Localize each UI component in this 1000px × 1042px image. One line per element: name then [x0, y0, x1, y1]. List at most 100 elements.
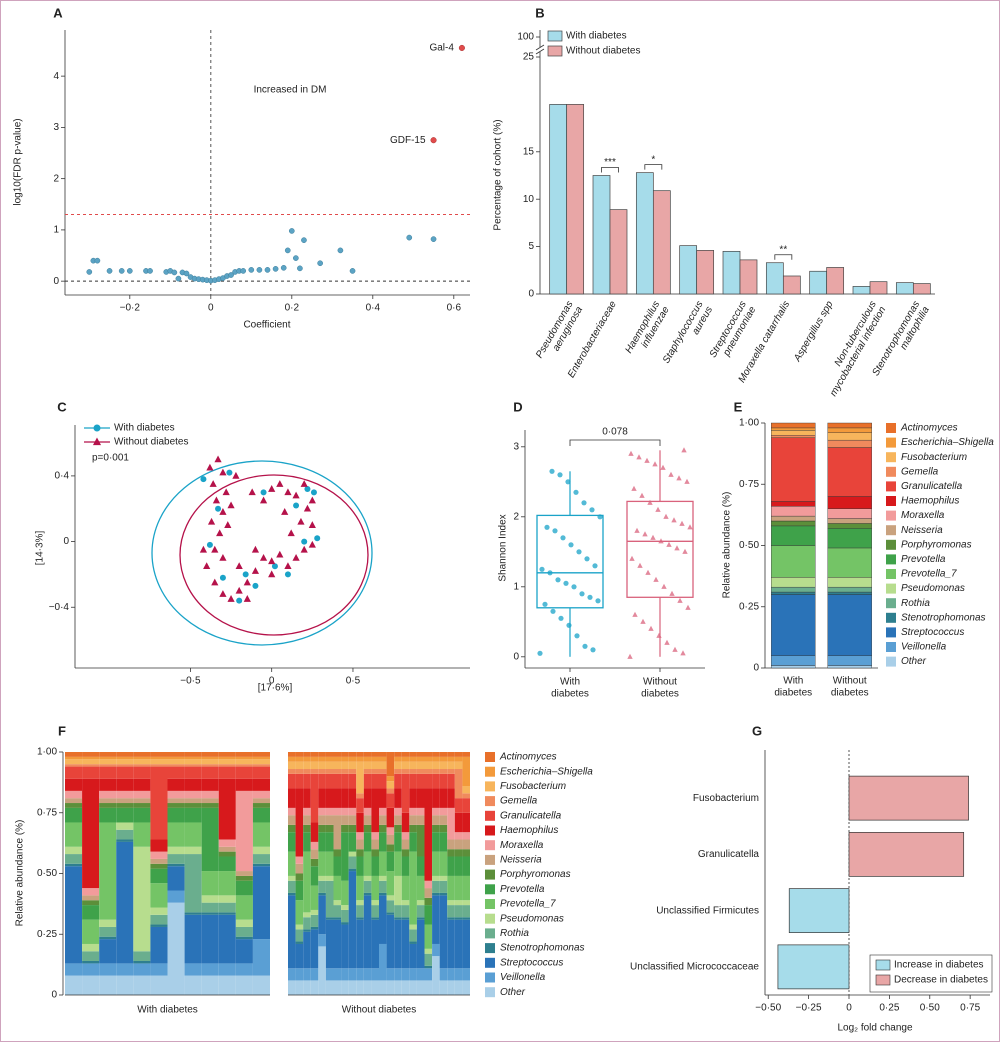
- bar-segment: [379, 807, 387, 816]
- point: [284, 562, 292, 570]
- bar-segment: [356, 919, 364, 969]
- bar-segment: [184, 975, 202, 995]
- bar-segment: [827, 518, 872, 524]
- x-axis-label: Coefficient: [243, 320, 290, 331]
- bar-segment: [401, 849, 410, 857]
- bar-segment: [295, 880, 304, 901]
- bar-segment: [401, 980, 410, 995]
- bar-segment: [65, 803, 83, 808]
- bar-segment: [318, 892, 326, 896]
- bar-segment: [386, 895, 395, 901]
- y-tick-label: 0: [513, 651, 519, 662]
- bar-segment: [133, 798, 151, 804]
- point: [300, 480, 308, 487]
- bar-segment: [82, 895, 100, 901]
- bar-segment: [341, 980, 349, 995]
- bar-segment: [235, 975, 253, 995]
- bar-segment: [65, 759, 83, 765]
- bar-segment: [454, 839, 463, 850]
- legend-label: Haemophilus: [500, 825, 558, 836]
- point: [595, 598, 601, 604]
- y-tick-label: 100: [517, 32, 534, 43]
- point: [679, 520, 685, 526]
- bar-segment: [184, 807, 202, 823]
- y-tick-label: 1: [53, 225, 59, 236]
- bar-segment: [416, 905, 425, 918]
- bar-segment: [288, 824, 296, 833]
- legend-label: Other: [500, 987, 526, 998]
- point: [587, 594, 593, 600]
- point: [647, 499, 653, 505]
- bar-segment: [318, 769, 326, 774]
- bar-segment: [184, 759, 202, 765]
- bar-segment: [218, 839, 236, 847]
- bar-segment: [150, 926, 168, 964]
- bar-segment: [432, 773, 440, 789]
- bar-segment: [371, 756, 379, 762]
- point: [310, 489, 317, 496]
- y-tick-label: 3: [53, 122, 59, 133]
- bar-segment: [167, 822, 185, 847]
- bar-segment: [409, 788, 417, 808]
- y-axis-label: Shannon Index: [498, 514, 509, 581]
- axis-break: [535, 44, 545, 51]
- bar-segment: [416, 900, 425, 906]
- bar-segment: [318, 851, 326, 876]
- bar-segment: [439, 815, 448, 825]
- point: [680, 650, 686, 656]
- point: [304, 486, 311, 493]
- bar-segment: [325, 917, 334, 920]
- significance-label: ***: [604, 157, 616, 168]
- point: [645, 569, 651, 575]
- bar-segment: [99, 790, 117, 799]
- bar-segment: [386, 968, 395, 981]
- point: [565, 479, 571, 485]
- bar-segment: [341, 968, 349, 981]
- y-tick-label: Unclassified Micrococcaceae: [630, 962, 759, 973]
- point: [276, 480, 284, 487]
- bar-segment: [827, 591, 872, 595]
- bar-segment: [82, 759, 100, 765]
- bar-segment: [348, 871, 357, 969]
- legend-swatch: [886, 612, 896, 623]
- bar-segment: [394, 815, 402, 825]
- bar-segment: [82, 888, 100, 896]
- bar-segment: [252, 752, 270, 757]
- bar-segment: [116, 790, 134, 799]
- point: [558, 615, 564, 621]
- bar-segment: [235, 919, 253, 927]
- bar-segment: [303, 851, 311, 913]
- bar-segment: [318, 875, 326, 881]
- bar-segment: [386, 914, 395, 969]
- x-axis-label: Log₂ fold change: [837, 1023, 912, 1034]
- point: [576, 549, 582, 555]
- bar-segment: [371, 849, 379, 857]
- bar-segment: [201, 798, 219, 804]
- bar-segment: [394, 773, 402, 789]
- bar-segment: [356, 761, 364, 794]
- bar-segment: [218, 895, 236, 903]
- bar-segment: [341, 905, 349, 910]
- bar-segment: [424, 897, 433, 906]
- point: [243, 578, 251, 586]
- bar-segment: [235, 766, 253, 779]
- bar-segment: [363, 752, 372, 757]
- y-axis-label: log10(FDR p-value): [13, 118, 24, 205]
- bar-segment: [82, 756, 100, 760]
- bar-segment: [348, 832, 357, 852]
- bar-segment: [371, 980, 379, 995]
- bar-segment: [99, 975, 117, 995]
- point: [301, 237, 307, 244]
- bar-segment: [447, 788, 455, 808]
- point: [209, 480, 217, 487]
- legend-swatch: [485, 854, 495, 865]
- y-tick-label: 0: [528, 289, 534, 300]
- bar-segment: [252, 790, 270, 799]
- bar-segment: [116, 778, 134, 791]
- bar-segment: [409, 761, 417, 770]
- legend-label: Escherichia–Shigella: [901, 437, 994, 448]
- bar-segment: [401, 832, 410, 840]
- point: [219, 508, 227, 515]
- point: [581, 500, 587, 506]
- point: [655, 506, 661, 512]
